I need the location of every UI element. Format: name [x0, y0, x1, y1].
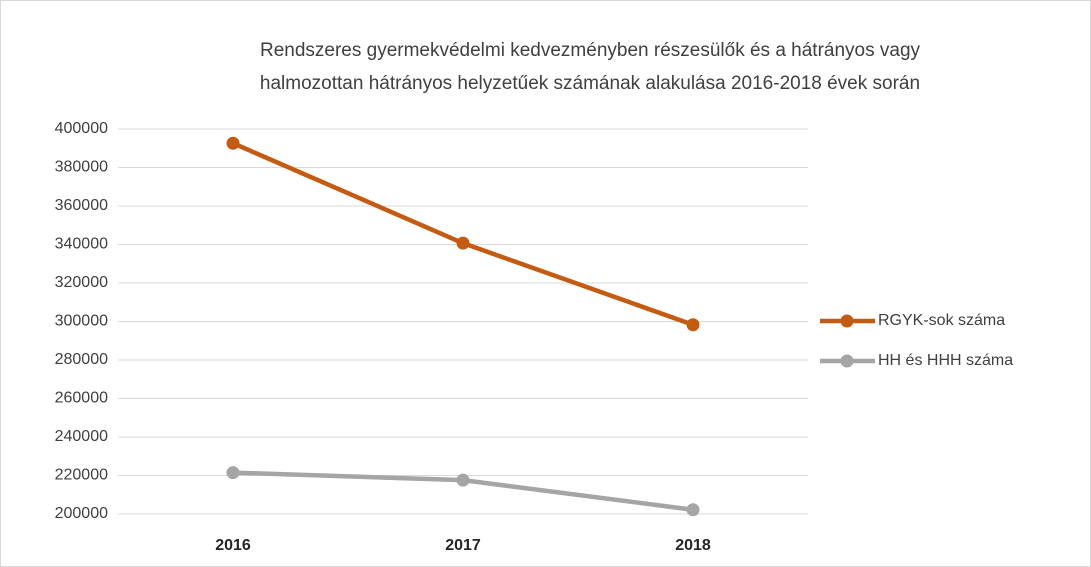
y-tick-label: 220000 — [55, 467, 108, 484]
y-tick-label: 400000 — [55, 120, 108, 137]
y-tick-label: 260000 — [55, 390, 108, 407]
y-tick-label: 240000 — [55, 428, 108, 445]
x-tick-label: 2017 — [445, 537, 481, 554]
legend-label: RGYK-sok száma — [878, 312, 1005, 329]
legend-marker — [840, 354, 854, 368]
y-tick-label: 200000 — [55, 505, 108, 522]
y-tick-label: 360000 — [55, 197, 108, 214]
data-point — [456, 473, 470, 487]
chart-title: halmozottan hátrányos helyzetűek számána… — [260, 73, 920, 94]
legend-marker — [840, 314, 854, 328]
data-point — [226, 136, 240, 150]
y-tick-label: 300000 — [55, 313, 108, 330]
data-point — [226, 466, 240, 480]
x-tick-label: 2018 — [675, 537, 711, 554]
y-tick-label: 320000 — [55, 274, 108, 291]
y-tick-label: 380000 — [55, 159, 108, 176]
chart-title: Rendszeres gyermekvédelmi kedvezményben … — [260, 40, 921, 61]
data-point — [686, 318, 700, 332]
legend-label: HH és HHH száma — [878, 352, 1013, 369]
data-point — [456, 236, 470, 250]
x-tick-label: 2016 — [215, 537, 251, 554]
y-tick-label: 340000 — [55, 236, 108, 253]
y-tick-label: 280000 — [55, 351, 108, 368]
data-point — [686, 503, 700, 517]
